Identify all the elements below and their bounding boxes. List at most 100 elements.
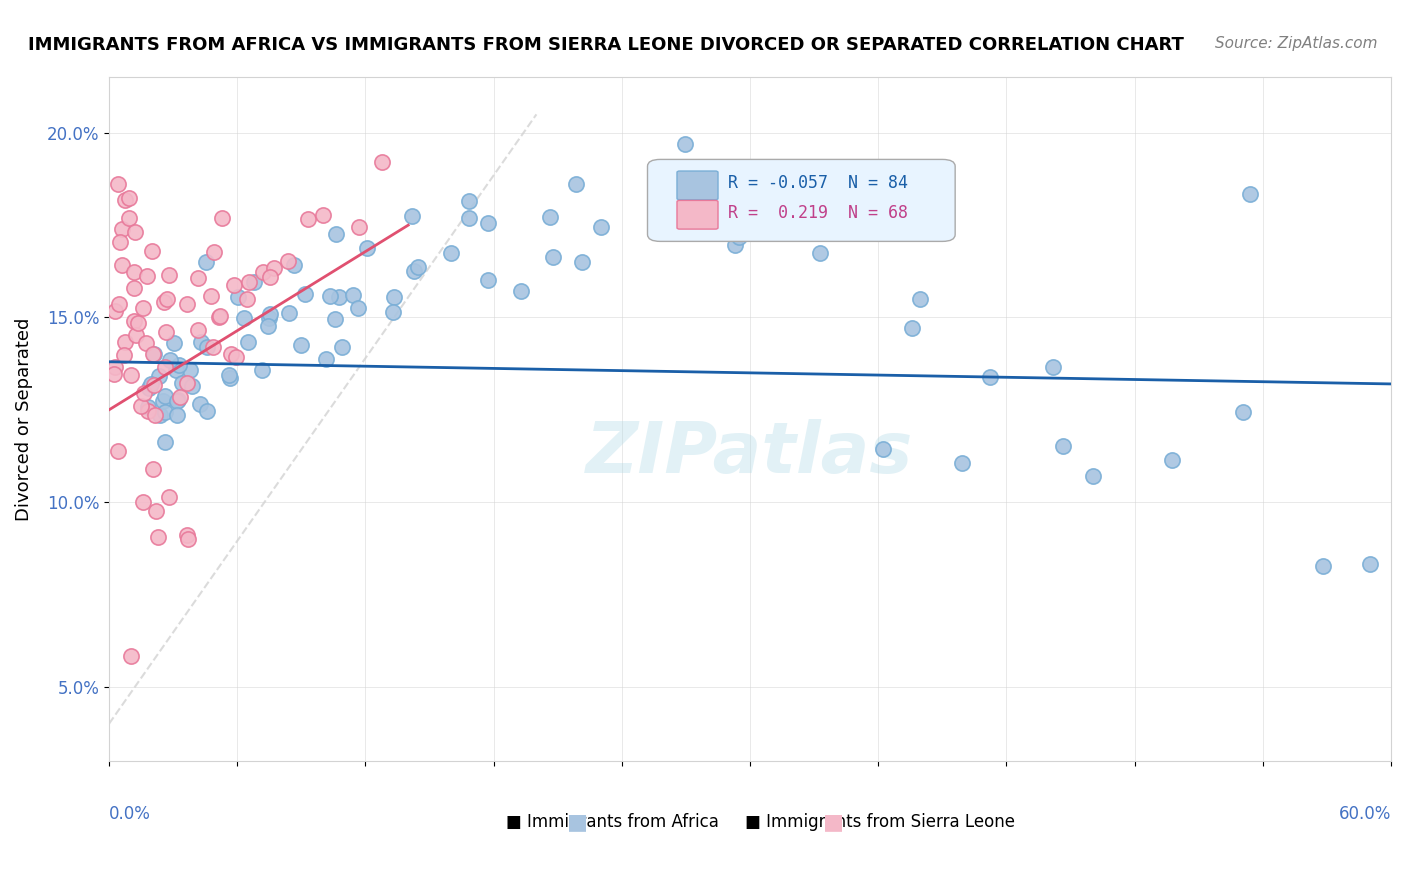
Point — [127, 316, 149, 330]
Point — [724, 238, 747, 252]
Point — [108, 235, 131, 249]
Point — [477, 217, 499, 231]
Point — [131, 495, 153, 509]
FancyBboxPatch shape — [676, 171, 718, 200]
Point — [152, 394, 174, 409]
Point — [159, 268, 181, 282]
FancyBboxPatch shape — [676, 201, 718, 229]
Point — [167, 393, 190, 408]
Point — [132, 386, 155, 401]
Point — [143, 347, 166, 361]
Point — [180, 379, 202, 393]
FancyBboxPatch shape — [648, 160, 955, 242]
Point — [257, 311, 280, 326]
Point — [195, 404, 218, 418]
Point — [177, 533, 200, 547]
Point — [202, 245, 225, 260]
Point — [277, 254, 299, 268]
Point — [406, 260, 429, 274]
Point — [122, 265, 145, 279]
Point — [1052, 439, 1074, 453]
Point — [201, 340, 224, 354]
Point — [110, 221, 132, 235]
Point — [141, 376, 163, 391]
Point — [157, 490, 180, 504]
Point — [107, 177, 129, 191]
Point — [232, 311, 254, 326]
Point — [163, 335, 186, 350]
Point — [187, 323, 209, 337]
Point — [103, 303, 125, 318]
Point — [155, 325, 177, 339]
Point — [1042, 359, 1064, 374]
Point — [250, 363, 273, 377]
Point — [278, 306, 301, 320]
Point — [221, 347, 243, 361]
Point — [328, 290, 350, 304]
Point — [149, 408, 172, 422]
Y-axis label: Divorced or Separated: Divorced or Separated — [15, 318, 32, 521]
Point — [509, 284, 531, 298]
Point — [172, 376, 194, 390]
Point — [872, 442, 894, 457]
Point — [124, 225, 146, 239]
Point — [901, 321, 924, 335]
Point — [125, 328, 148, 343]
Text: IMMIGRANTS FROM AFRICA VS IMMIGRANTS FROM SIERRA LEONE DIVORCED OR SEPARATED COR: IMMIGRANTS FROM AFRICA VS IMMIGRANTS FRO… — [28, 36, 1184, 54]
Point — [381, 305, 404, 319]
Text: Source: ZipAtlas.com: Source: ZipAtlas.com — [1215, 36, 1378, 51]
Point — [104, 360, 127, 375]
Point — [371, 154, 394, 169]
Point — [346, 301, 368, 315]
Point — [252, 265, 274, 279]
Point — [676, 172, 699, 186]
Point — [330, 340, 353, 354]
Point — [209, 310, 232, 324]
Point — [1312, 558, 1334, 573]
Point — [176, 376, 198, 391]
Point — [402, 264, 425, 278]
Point — [124, 314, 146, 328]
Point — [159, 352, 181, 367]
Point — [195, 340, 218, 354]
Point — [142, 461, 165, 475]
Text: R =  0.219  N = 68: R = 0.219 N = 68 — [728, 203, 908, 222]
Point — [166, 394, 188, 409]
Point — [136, 400, 159, 414]
Point — [257, 318, 280, 333]
Point — [325, 227, 347, 242]
Point — [565, 177, 588, 191]
Point — [107, 444, 129, 458]
Point — [118, 211, 141, 225]
Point — [148, 530, 170, 544]
Point — [728, 229, 751, 244]
Point — [143, 408, 166, 422]
Point — [219, 370, 242, 384]
Point — [155, 434, 177, 449]
Point — [297, 211, 319, 226]
Point — [166, 408, 188, 422]
Point — [200, 288, 222, 302]
Point — [143, 377, 166, 392]
Point — [1232, 405, 1254, 419]
Point — [263, 261, 285, 276]
Point — [238, 275, 260, 289]
Point — [153, 294, 176, 309]
Point — [188, 397, 211, 411]
Point — [290, 338, 312, 352]
Point — [112, 348, 135, 362]
Point — [1161, 453, 1184, 467]
Point — [591, 220, 613, 235]
Point — [538, 211, 561, 225]
Point — [190, 335, 212, 350]
Point — [211, 211, 233, 225]
Point — [808, 246, 831, 260]
Point — [342, 288, 364, 302]
Point — [135, 269, 157, 284]
Point — [259, 307, 281, 321]
Point — [187, 271, 209, 285]
Text: ■ Immigrants from Africa     ■ Immigrants from Sierra Leone: ■ Immigrants from Africa ■ Immigrants fr… — [485, 814, 1015, 831]
Point — [141, 244, 163, 258]
Point — [1083, 468, 1105, 483]
Point — [195, 254, 218, 268]
